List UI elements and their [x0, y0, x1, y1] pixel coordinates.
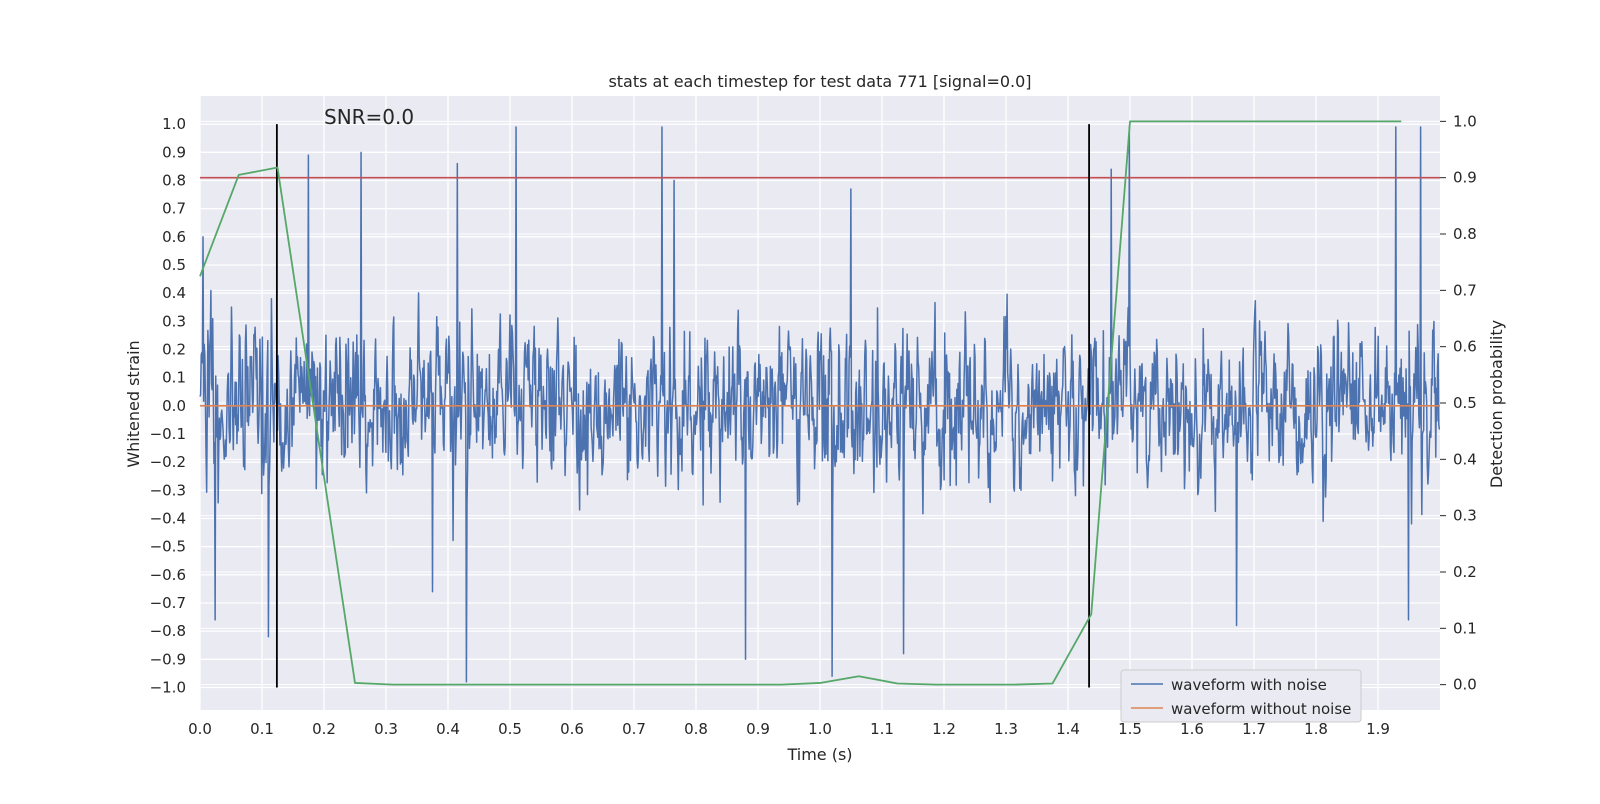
x-tick-label: 0.4	[436, 720, 460, 738]
y-tick-label-left: 0.9	[162, 143, 186, 161]
y-tick-label-left: 0.7	[162, 200, 186, 218]
snr-annotation: SNR=0.0	[324, 105, 414, 129]
x-tick-label: 1.7	[1242, 720, 1266, 738]
y-tick-label-left: 0.4	[162, 284, 186, 302]
x-tick-label: 1.3	[994, 720, 1018, 738]
y-tick-label-right: 0.7	[1453, 281, 1477, 299]
y-tick-label-right: 0.4	[1453, 450, 1477, 468]
x-tick-label: 1.2	[932, 720, 956, 738]
y-tick-label-left: −0.1	[150, 425, 186, 443]
detection-probability-line	[199, 120, 1402, 686]
y-tick-label-left: 0.1	[162, 369, 186, 387]
y-axis-label-right: Detection probability	[1487, 320, 1506, 488]
y-tick-label-left: 0.2	[162, 340, 186, 358]
y-tick-label-left: 0.8	[162, 171, 186, 189]
y-tick-label-right: 0.8	[1453, 225, 1477, 243]
y-tick-label-left: −0.4	[150, 509, 186, 527]
y-tick-label-left: 0.6	[162, 228, 186, 246]
noise-waveform-line	[199, 126, 1441, 683]
x-tick-label: 1.5	[1118, 720, 1142, 738]
x-tick-label: 0.5	[498, 720, 522, 738]
legend-entry-clean: waveform without noise	[1171, 700, 1351, 718]
x-tick-label: 1.1	[870, 720, 894, 738]
x-tick-label: 0.7	[622, 720, 646, 738]
y-tick-label-right: 0.2	[1453, 563, 1477, 581]
x-tick-label: 1.0	[808, 720, 832, 738]
legend-entry-noise: waveform with noise	[1171, 676, 1327, 694]
grid-lines	[199, 96, 1440, 710]
y-tick-label-left: −0.5	[150, 538, 186, 556]
x-tick-label: 0.2	[312, 720, 336, 738]
noise-waveform-series	[199, 126, 1441, 683]
y-tick-label-right: 0.1	[1453, 619, 1477, 637]
x-tick-label: 1.6	[1180, 720, 1204, 738]
legend-frame	[1120, 669, 1362, 723]
y-tick-label-left: −0.7	[150, 594, 186, 612]
y-tick-label-right: 0.6	[1453, 338, 1477, 356]
y-tick-label-left: −0.9	[150, 650, 186, 668]
x-tick-label: 1.4	[1056, 720, 1080, 738]
tick-labels: 0.0 0.1 0.2 0.3 0.4 0.5 0.6 0.7 0.8 0.9 1.0 1.1 1.2 1…	[150, 112, 1477, 738]
y-tick-label-left: −0.8	[150, 622, 186, 640]
y-tick-label-right: 0.9	[1453, 169, 1477, 187]
x-tick-label: 0.6	[560, 720, 584, 738]
chart-title: stats at each timestep for test data 771…	[608, 72, 1031, 91]
y-tick-label-left: 0.5	[162, 256, 186, 274]
x-tick-label: 1.9	[1366, 720, 1390, 738]
y-tick-label-right: 0.3	[1453, 507, 1477, 525]
y-tick-label-left: 0.0	[162, 397, 186, 415]
x-tick-label: 1.8	[1304, 720, 1328, 738]
overlay-lines	[199, 120, 1440, 688]
x-tick-label: 0.1	[250, 720, 274, 738]
y-axis-label-left: Whitened strain	[124, 340, 143, 467]
y-tick-label-right: 0.5	[1453, 394, 1477, 412]
x-tick-label: 0.8	[684, 720, 708, 738]
y-tick-label-left: −0.2	[150, 453, 186, 471]
x-tick-label: 0.3	[374, 720, 398, 738]
y-tick-label-left: −1.0	[150, 678, 186, 696]
y-tick-label-left: 0.3	[162, 312, 186, 330]
x-tick-label: 0.0	[188, 720, 212, 738]
x-tick-label: 0.9	[746, 720, 770, 738]
y-tick-label-left: 1.0	[162, 115, 186, 133]
x-axis-label: Time (s)	[786, 745, 852, 764]
y-tick-label-right: 0.0	[1453, 676, 1477, 694]
legend: waveform with noise waveform without noi…	[1120, 669, 1362, 723]
y-tick-label-right: 1.0	[1453, 112, 1477, 130]
y-tick-label-left: −0.6	[150, 566, 186, 584]
y-tick-label-left: −0.3	[150, 481, 186, 499]
